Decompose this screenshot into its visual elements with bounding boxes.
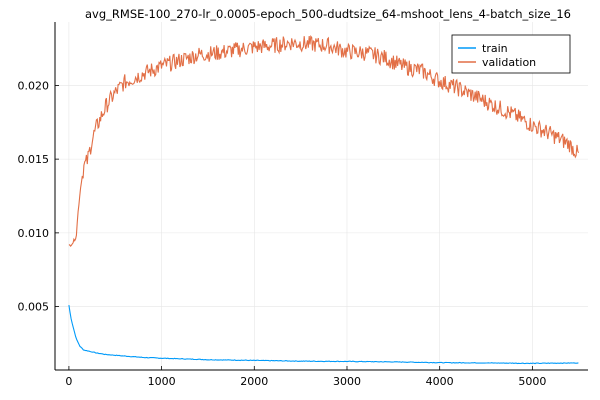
legend-label-train: train [482,42,508,55]
series-line-validation [68,35,580,247]
x-tick-label: 2000 [240,375,268,388]
x-tick-label: 0 [65,375,72,388]
chart-title: avg_RMSE-100_270-lr_0.0005-epoch_500-dud… [85,7,571,21]
x-tick-label: 3000 [333,375,361,388]
x-tick-label: 4000 [426,375,454,388]
series-lines [68,35,580,365]
x-tick-label: 1000 [148,375,176,388]
y-tick-label: 0.005 [18,301,50,314]
legend-label-validation: validation [482,56,536,69]
y-tick-label: 0.020 [18,79,50,92]
y-tick-label: 0.015 [18,153,50,166]
legend-box [451,34,571,74]
grid [55,22,588,370]
y-tick-label: 0.010 [18,227,50,240]
series-line-train [68,305,579,365]
axes: 0 1000 2000 3000 4000 5000 0.005 0.010 0.015 0.02… [18,22,588,388]
x-tick-label: 5000 [518,375,546,388]
